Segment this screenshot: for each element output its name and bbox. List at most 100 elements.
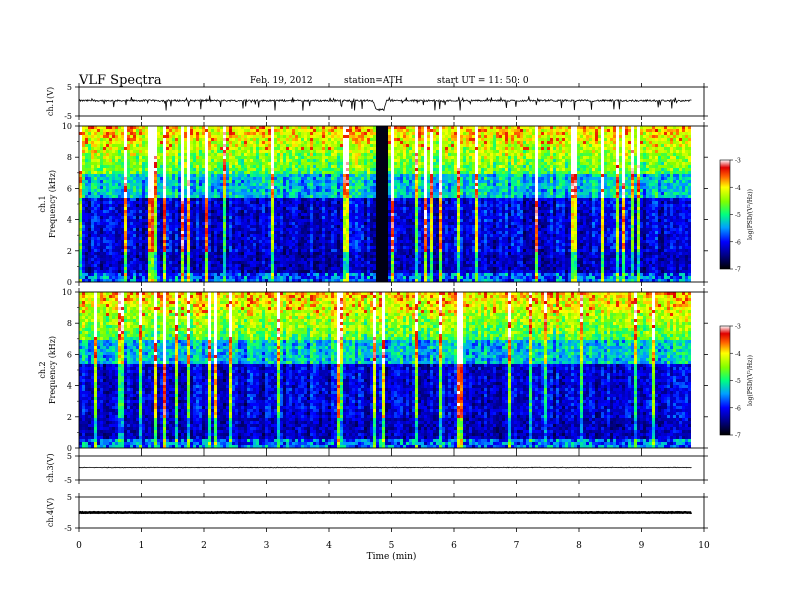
spectrogram-cell (223, 171, 226, 174)
spectrogram-cell (259, 249, 262, 252)
spectrogram-cell (133, 147, 136, 150)
spectrogram-cell (214, 177, 217, 180)
spectrogram-cell (91, 279, 94, 282)
spectrogram-cell (178, 150, 181, 153)
spectrogram-cell (334, 279, 337, 282)
spectrogram-cell (217, 177, 220, 180)
spectrogram-cell (130, 183, 133, 186)
spectrogram-cell (319, 201, 322, 204)
spectrogram-cell (313, 138, 316, 141)
spectrogram-cell (124, 273, 127, 276)
spectrogram-cell (277, 147, 280, 150)
spectrogram-cell (217, 168, 220, 171)
spectrogram-cell (259, 210, 262, 213)
spectrogram-cell (256, 219, 259, 222)
spectrogram-cell (91, 141, 94, 144)
spectrogram-cell (193, 129, 196, 132)
spectrogram-cell (169, 252, 172, 255)
spectrogram-cell (157, 258, 160, 261)
spectrogram-cell (112, 183, 115, 186)
spectrogram-cell (121, 168, 124, 171)
spectrogram-cell (292, 126, 295, 129)
spectrogram-cell (268, 270, 271, 273)
spectrogram-cell (214, 243, 217, 246)
spectrogram-cell (331, 180, 334, 183)
spectrogram-cell (313, 210, 316, 213)
spectrogram-cell (217, 138, 220, 141)
spectrogram-cell (256, 168, 259, 171)
spectrogram-cell (268, 192, 271, 195)
spectrogram-cell (172, 249, 175, 252)
spectrogram-cell (304, 219, 307, 222)
spectrogram-cell (310, 129, 313, 132)
spectrogram-cell (112, 258, 115, 261)
spectrogram-cell (301, 261, 304, 264)
spectrogram-cell (178, 165, 181, 168)
spectrogram-cell (136, 255, 139, 258)
spectrogram-cell (229, 255, 232, 258)
spectrogram-cell (157, 249, 160, 252)
spectrogram-cell (133, 249, 136, 252)
spectrogram-cell (241, 189, 244, 192)
spectrogram-cell (154, 153, 157, 156)
spectrogram-cell (250, 147, 253, 150)
spectrogram-cell (169, 210, 172, 213)
spectrogram-cell (343, 135, 346, 138)
spectrogram-cell (229, 264, 232, 267)
spectrogram-cell (148, 279, 151, 282)
spectrogram-cell (298, 234, 301, 237)
spectrogram-cell (253, 189, 256, 192)
spectrogram-cell (322, 210, 325, 213)
spectrogram-cell (187, 147, 190, 150)
spectrogram-cell (151, 135, 154, 138)
spectrogram-cell (319, 174, 322, 177)
spectrogram-cell (139, 198, 142, 201)
spectrogram-cell (139, 246, 142, 249)
spectrogram-cell (247, 267, 250, 270)
spectrogram-cell (103, 204, 106, 207)
spectrogram-cell (148, 165, 151, 168)
spectrogram-cell (304, 216, 307, 219)
spectrogram-cell (313, 228, 316, 231)
spectrogram-cell (94, 195, 97, 198)
spectrogram-cell (160, 219, 163, 222)
spectrogram-cell (220, 273, 223, 276)
spectrogram-cell (235, 210, 238, 213)
spectrogram-cell (130, 225, 133, 228)
spectrogram-cell (202, 162, 205, 165)
spectrogram-cell (265, 168, 268, 171)
spectrogram-cell (124, 192, 127, 195)
spectrogram-cell (127, 210, 130, 213)
spectrogram-cell (91, 243, 94, 246)
spectrogram-cell (316, 132, 319, 135)
spectrogram-cell (163, 204, 166, 207)
spectrogram-cell (307, 258, 310, 261)
spectrogram-cell (274, 138, 277, 141)
spectrogram-cell (172, 159, 175, 162)
spectrogram-cell (142, 156, 145, 159)
spectrogram-cell (85, 141, 88, 144)
spectrogram-cell (142, 204, 145, 207)
spectrogram-cell (85, 237, 88, 240)
spectrogram-cell (256, 258, 259, 261)
chart-title: VLF Spectra (79, 73, 162, 88)
spectrogram-cell (94, 225, 97, 228)
spectrogram-cell (265, 279, 268, 282)
spectrogram-cell (337, 234, 340, 237)
spectrogram-cell (157, 177, 160, 180)
spectrogram-cell (109, 156, 112, 159)
spectrogram-cell (220, 189, 223, 192)
spectrogram-cell (151, 138, 154, 141)
spectrogram-cell (289, 231, 292, 234)
spectrogram-cell (124, 129, 127, 132)
spectrogram-cell (298, 201, 301, 204)
spectrogram-cell (328, 156, 331, 159)
spectrogram-cell (220, 240, 223, 243)
spectrogram-cell (343, 153, 346, 156)
spectrogram-cell (127, 144, 130, 147)
spectrogram-cell (148, 186, 151, 189)
spectrogram-cell (274, 234, 277, 237)
spectrogram-cell (355, 222, 358, 225)
spectrogram-cell (289, 189, 292, 192)
spectrogram-cell (205, 192, 208, 195)
